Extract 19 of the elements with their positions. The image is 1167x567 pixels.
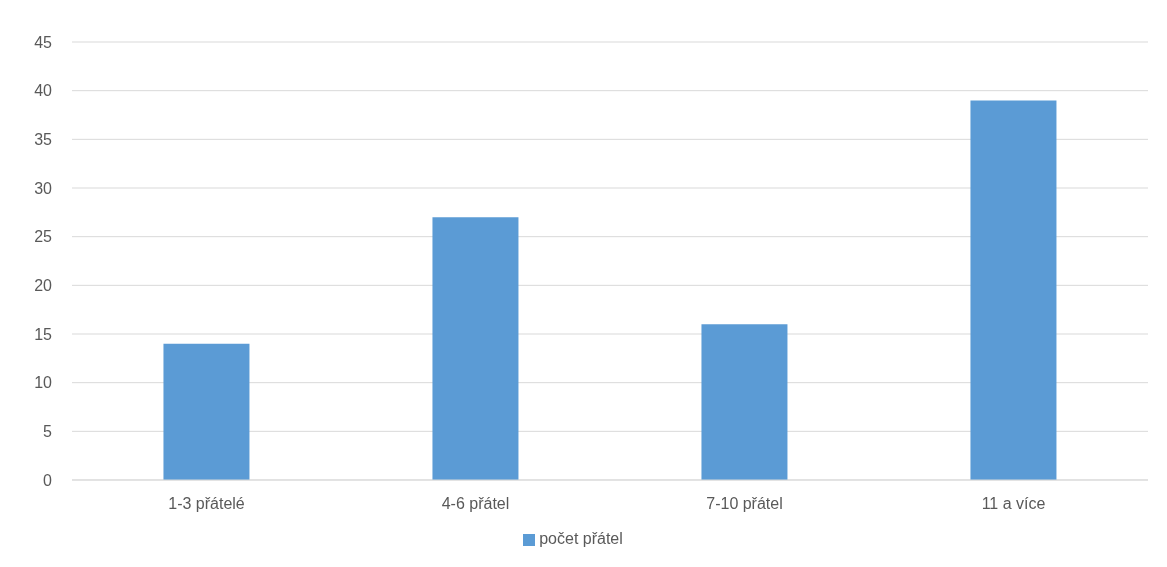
x-tick-label: 4-6 přátel: [441, 495, 510, 513]
bar: [163, 343, 250, 480]
y-tick-label: 15: [34, 325, 53, 343]
x-tick-label: 7-10 přátel: [706, 495, 783, 513]
y-tick-label: 40: [34, 82, 53, 100]
y-tick-label: 30: [34, 179, 53, 197]
legend-label: počet přátel: [539, 530, 623, 547]
y-tick-label: 10: [34, 374, 53, 392]
x-tick-label: 11 a více: [981, 495, 1046, 513]
bar: [432, 217, 519, 480]
x-tick-label: 1-3 přátelé: [168, 495, 245, 513]
y-tick-label: 0: [43, 471, 53, 489]
y-tick-label: 45: [34, 33, 53, 51]
bar: [970, 100, 1057, 480]
y-tick-label: 20: [34, 277, 53, 295]
y-tick-label: 25: [34, 228, 53, 246]
y-tick-label: 5: [43, 423, 53, 441]
y-tick-label: 35: [34, 131, 53, 149]
bar: [701, 324, 788, 480]
